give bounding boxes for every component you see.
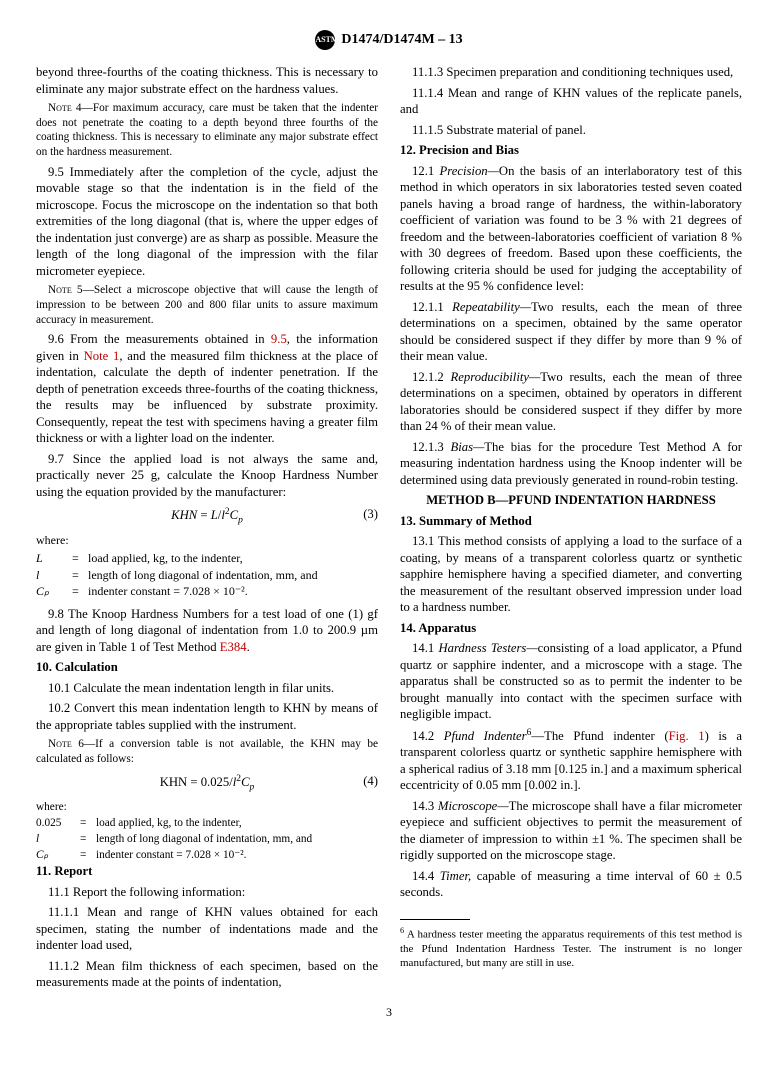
def-Cp-2: Cₚ=indenter constant = 7.028 × 10⁻². bbox=[36, 848, 378, 863]
para-9-6: 9.6 From the measurements obtained in 9.… bbox=[36, 331, 378, 447]
para-11-1-5: 11.1.5 Substrate material of panel. bbox=[400, 122, 742, 139]
para-11-1-2: 11.1.2 Mean film thickness of each speci… bbox=[36, 958, 378, 991]
para-9-7: 9.7 Since the applied load is not always… bbox=[36, 451, 378, 501]
link-note-1[interactable]: Note 1 bbox=[84, 349, 120, 363]
document-page: ASTM D1474/D1474M – 13 beyond three-four… bbox=[0, 0, 778, 1071]
designation: D1474/D1474M – 13 bbox=[341, 31, 462, 49]
equation-4: KHN = 0.025/l2Cp (4) bbox=[36, 773, 378, 794]
note-5: Note 5—Select a microscope objective tha… bbox=[36, 283, 378, 327]
two-column-layout: beyond three-fourths of the coating thic… bbox=[36, 64, 742, 995]
para-12-1-2: 12.1.2 Reproducibility—Two results, each… bbox=[400, 369, 742, 435]
equation-3: KHN = L/l2Cp (3) bbox=[36, 506, 378, 527]
def-025: 0.025=load applied, kg, to the indenter, bbox=[36, 816, 378, 831]
para-12-1: 12.1 Precision—On the basis of an interl… bbox=[400, 163, 742, 295]
para-14-4: 14.4 Timer, capable of measuring a time … bbox=[400, 868, 742, 901]
link-fig-1[interactable]: Fig. 1 bbox=[669, 729, 705, 743]
para-14-1: 14.1 Hardness Testers—consisting of a lo… bbox=[400, 640, 742, 723]
left-column: beyond three-fourths of the coating thic… bbox=[36, 64, 378, 995]
page-header: ASTM D1474/D1474M – 13 bbox=[36, 30, 742, 50]
para-11-1-3: 11.1.3 Specimen preparation and conditio… bbox=[400, 64, 742, 81]
def-L: L=load applied, kg, to the indenter, bbox=[36, 551, 378, 567]
para-10-2: 10.2 Convert this mean indentation lengt… bbox=[36, 700, 378, 733]
para-12-1-3: 12.1.3 Bias—The bias for the procedure T… bbox=[400, 439, 742, 489]
para-11-1: 11.1 Report the following information: bbox=[36, 884, 378, 901]
link-9-5[interactable]: 9.5 bbox=[271, 332, 287, 346]
note-6: Note 6—If a conversion table is not avai… bbox=[36, 737, 378, 766]
right-column: 11.1.3 Specimen preparation and conditio… bbox=[400, 64, 742, 995]
section-13: 13. Summary of Method bbox=[400, 513, 742, 530]
footnote-rule bbox=[400, 919, 470, 920]
def-l: l=length of long diagonal of indentation… bbox=[36, 568, 378, 584]
astm-logo-icon: ASTM bbox=[315, 30, 335, 50]
para-9-8: 9.8 The Knoop Hardness Numbers for a tes… bbox=[36, 606, 378, 656]
section-12: 12. Precision and Bias bbox=[400, 142, 742, 159]
para-9-5: 9.5 Immediately after the completion of … bbox=[36, 164, 378, 280]
section-11: 11. Report bbox=[36, 863, 378, 880]
method-b-heading: METHOD B—PFUND INDENTATION HARDNESS bbox=[400, 492, 742, 509]
para-12-1-1: 12.1.1 Repeatability—Two results, each t… bbox=[400, 299, 742, 365]
para-10-1: 10.1 Calculate the mean indentation leng… bbox=[36, 680, 378, 697]
footnote-6: 6 A hardness tester meeting the apparatu… bbox=[400, 926, 742, 971]
page-number: 3 bbox=[36, 1005, 742, 1021]
section-10: 10. Calculation bbox=[36, 659, 378, 676]
para-13-1: 13.1 This method consists of applying a … bbox=[400, 533, 742, 616]
para-14-3: 14.3 Microscope—The microscope shall hav… bbox=[400, 798, 742, 864]
para-14-2: 14.2 Pfund Indenter6—The Pfund indenter … bbox=[400, 727, 742, 794]
para-continuation: beyond three-fourths of the coating thic… bbox=[36, 64, 378, 97]
link-e384[interactable]: E384 bbox=[220, 640, 247, 654]
def-Cp: Cₚ=indenter constant = 7.028 × 10⁻². bbox=[36, 584, 378, 600]
note-4: Note 4—For maximum accuracy, care must b… bbox=[36, 101, 378, 160]
where-label-2: where: bbox=[36, 800, 378, 815]
para-11-1-4: 11.1.4 Mean and range of KHN values of t… bbox=[400, 85, 742, 118]
para-11-1-1: 11.1.1 Mean and range of KHN values obta… bbox=[36, 904, 378, 954]
def-l-2: l=length of long diagonal of indentation… bbox=[36, 832, 378, 847]
where-label: where: bbox=[36, 533, 378, 549]
section-14: 14. Apparatus bbox=[400, 620, 742, 637]
